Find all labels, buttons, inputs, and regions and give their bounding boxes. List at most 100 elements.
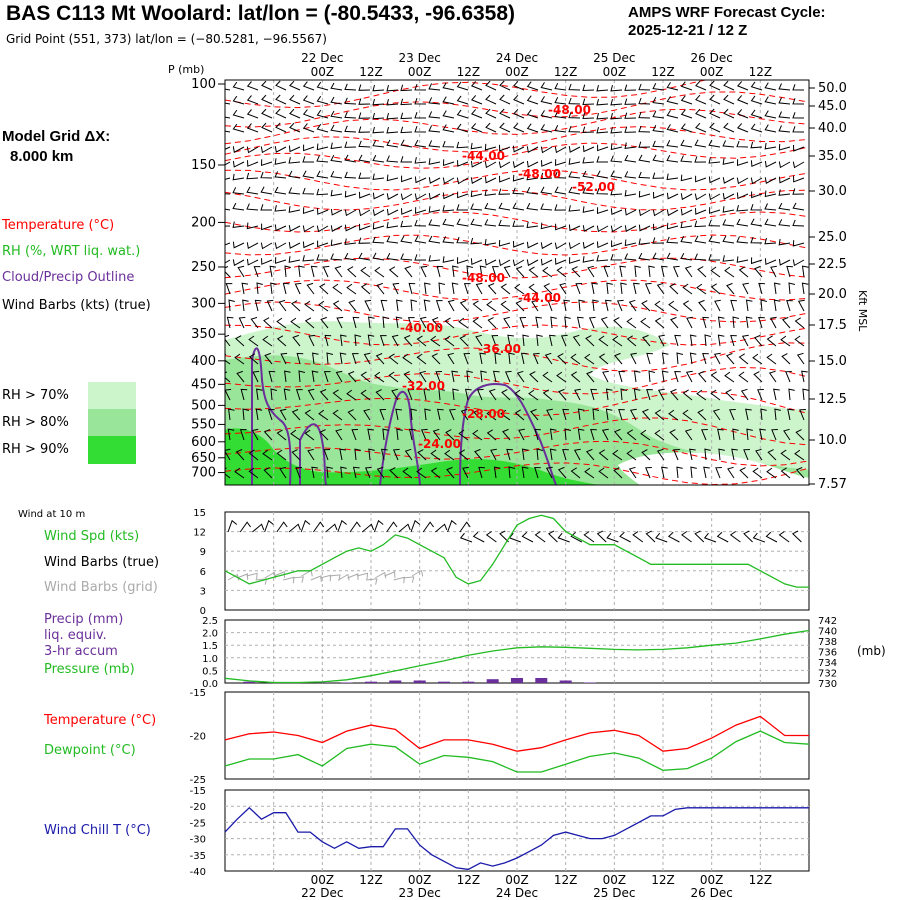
wind-barb [540,110,553,119]
wind-barb [275,94,287,105]
wind-barb [793,144,805,152]
wind-barb [610,170,623,179]
wind-barb [261,223,273,231]
wind-barb [545,466,553,479]
temperature-contour-labels: -48.00 -44.00 -48.00 -52.00 -48.00 -44.00 -40.… [400,103,615,451]
wind-barb [613,428,623,441]
wind-barb [302,225,315,233]
precip-bar [535,678,548,683]
wind-barb [358,209,371,217]
wind-barb [400,253,413,261]
wind-barb [597,144,609,152]
height-tick-label: 40.0 [818,121,847,136]
wind-barb [582,225,595,232]
wind-barb [760,299,768,312]
grid-wind-barb [365,578,378,585]
wind-barb [358,126,371,133]
temp-tick-label: -20 [190,732,206,743]
wind-barb [246,186,259,195]
wind-barb [598,353,609,365]
wind-barb [512,161,525,169]
wind-barb [794,317,805,329]
true-wind-barb [485,531,497,543]
temperature-contour [225,462,809,485]
wind-barb [722,193,735,200]
wind-barb [372,209,385,217]
legend-rh: RH (%, WRT liq. wat.) [2,244,141,259]
wind-chill-panel: -15 -20 -25 -30 -35 -40 [190,786,810,878]
wind-speed-line [224,514,809,588]
time-tick-label: 00Z [603,65,627,79]
wind-barb [745,299,753,312]
pressure-series [224,629,810,684]
wind-barb [794,335,805,347]
wind-barb [722,206,735,213]
wind-barb [680,208,693,216]
wind-barb [543,283,553,295]
wind-barb [610,98,623,106]
wind-barb [360,371,371,383]
wind-barb [773,299,781,312]
wind-barb [780,467,791,479]
pressure-tick-label: 736 [818,648,837,659]
wind-barb [736,177,749,185]
wind-chill-label: Wind Chill T (°C) [44,823,151,838]
wind-barb [344,125,357,133]
wind-barb [428,140,441,148]
wind-barb [768,370,777,383]
wind-barb [499,122,511,133]
wind-barb [540,96,553,105]
wind-barb [624,253,637,261]
wind-barb [750,257,763,265]
wind-barb [666,124,679,133]
wind-barb [602,370,609,383]
temperature-contour-label: -40.00 [400,321,443,335]
wind-barb [334,265,343,278]
wind-barb [723,94,735,105]
wind-barb [638,125,651,133]
wind-barb [473,409,483,421]
wind-barb [610,112,623,120]
grid-wind-barb [411,569,424,577]
wind-barb [682,283,693,295]
wind-barb [316,225,329,233]
wind-barb [725,389,735,401]
wind-barb [330,208,343,216]
wind-barb [512,220,525,227]
chart-title: BAS C113 Mt Woolard: lat/lon = (-80.5433… [6,2,516,25]
wind-barb [500,300,511,312]
wind-barb [274,146,287,153]
wind-barb [519,317,527,329]
wind-barb [225,116,231,119]
wind-barb [638,154,651,163]
wind-barb [534,428,541,441]
wind-barb [424,282,431,295]
wind-barb [542,389,553,401]
wind-barb [288,206,301,213]
wind-barb [792,84,805,91]
wind-barb [702,316,709,329]
wind-barb [306,282,315,295]
wind-barb [778,176,791,184]
wind-barb [466,265,474,278]
wind-barb [470,123,483,133]
bottom-date-axis: 22 Dec 23 Dec 24 Dec 25 Dec 26 Dec [301,886,733,900]
temperature-contour [225,189,809,211]
wind-barb [414,126,427,133]
wind-barb [284,265,291,278]
grid-wind-barb [384,571,396,578]
wind-barb [354,334,362,347]
wind-barb [456,123,469,133]
wind-barb [540,222,553,230]
wind-barb [351,429,359,441]
wind-barb [750,141,763,149]
wind-barb [736,218,749,227]
wind-barb [232,123,245,133]
wind-barb [302,207,315,214]
wind-barb [526,146,539,153]
date-label: 25 Dec [593,886,635,900]
true-wind-barb [645,530,656,543]
wind-barb [302,123,315,133]
wind-barb [778,97,791,105]
wind-barb [610,208,623,216]
